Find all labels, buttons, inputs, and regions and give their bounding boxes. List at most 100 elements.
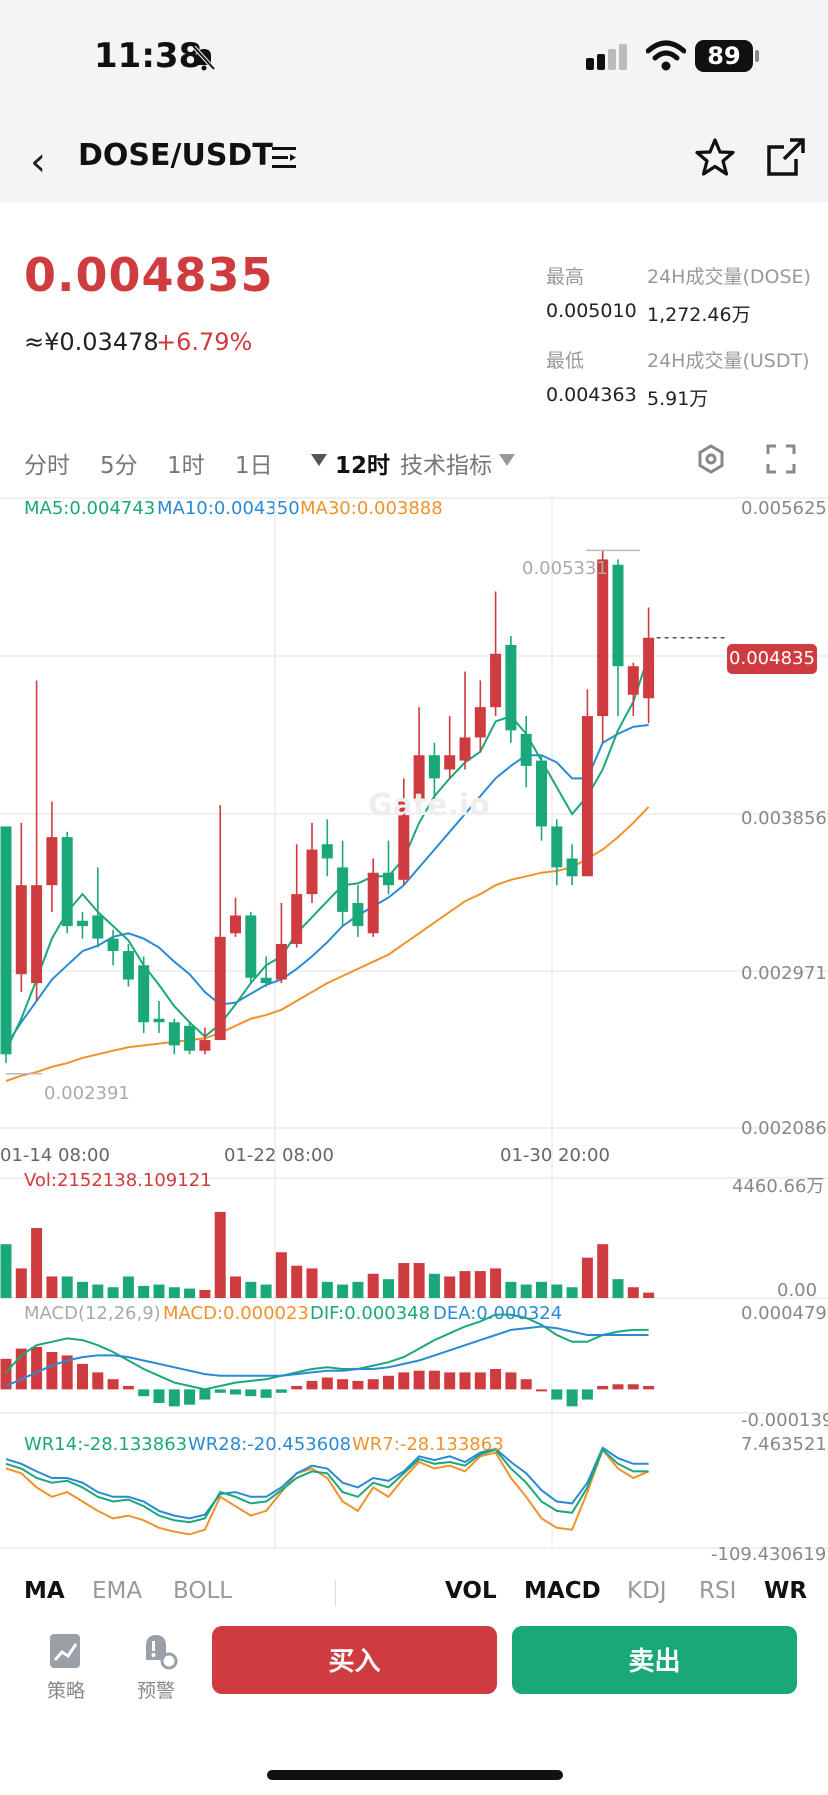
macd-hist-bar [31,1346,43,1390]
macd-hist-bar [459,1372,471,1390]
buy-button[interactable]: 买入 [212,1626,497,1694]
candle-body [107,938,119,952]
ind-rsi[interactable]: RSI [699,1578,737,1604]
candle-body [444,755,456,770]
macd-hist-bar [474,1372,486,1390]
favorite-star-icon[interactable] [695,137,735,177]
chart-settings-icon[interactable] [696,444,726,474]
candle-body [275,943,287,980]
macd-hist-bar [321,1377,333,1390]
tab-timeline[interactable]: 分时 [24,453,70,479]
low-label: 最低 [546,350,585,372]
volume-bar [153,1284,165,1298]
macd-dif: DIF:0.000348 [310,1303,431,1324]
high-label: 最高 [546,266,585,288]
macd-hist-bar [413,1370,425,1390]
volume-bar [245,1281,257,1298]
candle-body [260,977,272,984]
macd-hist-bar [275,1389,287,1393]
candle-body [474,707,486,738]
tab-1h[interactable]: 1时 [167,453,205,479]
macd-hist-bar [581,1389,593,1400]
volume-bar [61,1276,73,1298]
wr14-legend: WR14:-28.133863 [24,1434,188,1455]
macd-axis-min: -0.000139 [741,1410,828,1431]
candle-body [536,760,547,827]
tab-1d[interactable]: 1日 [235,453,273,479]
vol-usdt-label: 24H成交量(USDT) [647,350,810,372]
wr14-line [5,1447,649,1524]
volume-bar [291,1265,303,1298]
macd-params: MACD(12,26,9) [24,1303,161,1324]
candle-body [490,653,502,708]
interval-dropdown-icon[interactable] [310,453,328,467]
ind-kdj[interactable]: KDJ [627,1578,667,1604]
pair-switch-icon[interactable] [272,146,298,170]
share-icon[interactable] [766,137,806,177]
candle-body [15,885,27,975]
tab-5m[interactable]: 5分 [100,453,138,479]
candle-body [153,1018,165,1023]
candle-body [520,733,532,766]
sell-button[interactable]: 卖出 [512,1626,797,1694]
ind-ma[interactable]: MA [24,1578,65,1604]
volume-bar [0,1244,12,1298]
back-icon[interactable]: ‹ [30,139,46,185]
macd-hist-bar [122,1385,134,1390]
tab-12h[interactable]: 12时 [335,453,391,479]
ind-ema[interactable]: EMA [92,1578,143,1604]
volume-bar [31,1228,43,1298]
volume-bar [627,1287,639,1298]
last-price-tag: 0.004835 [727,644,817,674]
macd-hist-bar [612,1384,624,1390]
indicators-dropdown-icon[interactable] [498,453,516,467]
ind-wr[interactable]: WR [764,1578,808,1604]
indicator-divider [335,1580,336,1606]
volume-bar [15,1268,27,1298]
volume-bar [505,1281,517,1298]
nav-header [0,110,828,202]
ind-vol[interactable]: VOL [445,1578,497,1604]
volume-axis-max: 4460.66万 [732,1176,825,1197]
battery-indicator: 89 [695,40,753,72]
macd-hist-bar [184,1389,196,1405]
volume-bar [474,1271,486,1298]
volume-bar [612,1279,624,1298]
macd-hist-bar [490,1368,502,1390]
volume-bar [520,1284,532,1298]
candle-body [581,716,593,877]
macd-hist-bar [536,1389,547,1392]
volume-bar [199,1289,211,1298]
tab-indicators[interactable]: 技术指标 [400,453,492,479]
macd-hist-bar [597,1385,609,1390]
volume-bar [597,1244,609,1298]
macd-hist-bar [505,1372,517,1390]
macd-hist-bar [291,1385,303,1390]
volume-bar [398,1263,410,1298]
price-alert-icon[interactable] [138,1630,178,1670]
volume-bar [566,1287,578,1298]
ind-macd[interactable]: MACD [524,1578,601,1604]
volume-bar [260,1284,272,1298]
volume-bar [92,1284,104,1298]
bell-muted-icon [192,45,216,71]
candle-body [627,666,639,695]
fullscreen-icon[interactable] [766,444,796,474]
pair-title[interactable]: DOSE/USDT [78,138,273,173]
volume-bar [184,1288,196,1298]
strategy-label[interactable]: 策略 [47,1680,86,1702]
ind-boll[interactable]: BOLL [173,1578,233,1604]
macd-hist-bar [306,1380,318,1390]
macd-hist-bar [643,1385,655,1390]
home-indicator [267,1770,563,1780]
kline-chart[interactable] [0,488,828,1568]
macd-hist-bar [428,1370,440,1390]
macd-hist-bar [337,1379,349,1390]
macd-hist-bar [230,1389,241,1395]
price-axis-bottom: 0.002086 [741,1118,827,1139]
macd-hist-bar [398,1372,410,1390]
low-marker-label: 0.002391 [44,1083,130,1104]
strategy-icon[interactable] [48,1632,82,1670]
alert-label[interactable]: 预警 [137,1680,176,1702]
volume-bar [459,1271,471,1298]
